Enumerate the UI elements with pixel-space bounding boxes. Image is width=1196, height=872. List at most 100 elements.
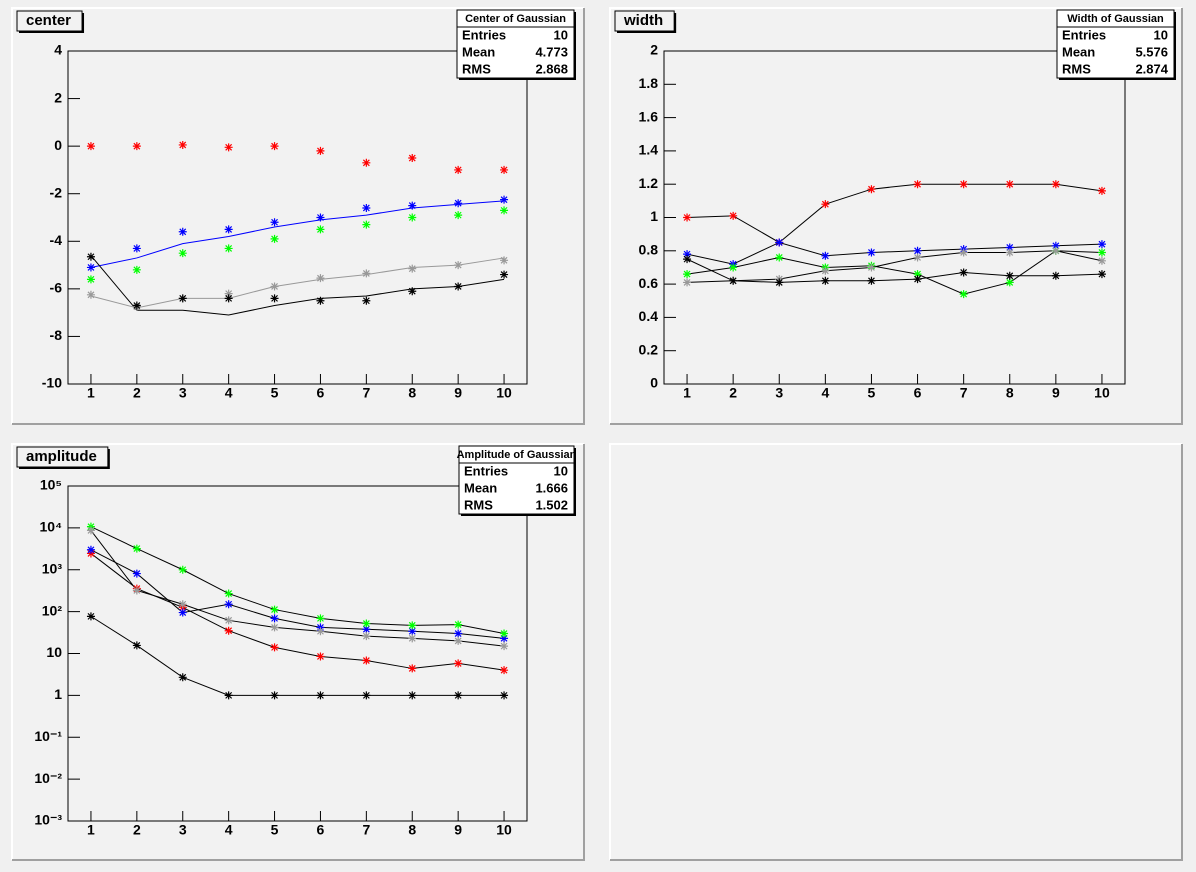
marker xyxy=(408,627,417,636)
marker xyxy=(500,629,509,638)
chart-title: width xyxy=(623,12,663,29)
marker xyxy=(362,158,371,167)
x-tick-label: 10 xyxy=(1094,385,1110,401)
pad-background xyxy=(610,444,1182,860)
series-line xyxy=(687,250,1103,283)
pad-border xyxy=(11,443,584,860)
marker xyxy=(500,165,509,174)
marker xyxy=(408,691,417,700)
marker xyxy=(500,270,509,279)
x-tick-label: 7 xyxy=(362,822,370,838)
marker xyxy=(178,140,187,149)
x-tick-label: 6 xyxy=(317,385,325,401)
marker xyxy=(270,234,279,243)
y-tick-label: 2 xyxy=(54,89,62,105)
marker xyxy=(454,620,463,629)
y-tick-label: -6 xyxy=(50,280,63,296)
x-tick-label: 6 xyxy=(914,385,922,401)
marker xyxy=(913,253,922,262)
y-tick-label: 0.2 xyxy=(639,341,659,357)
marker xyxy=(454,199,463,208)
marker xyxy=(454,261,463,270)
marker xyxy=(86,545,95,554)
y-tick-label: 1.2 xyxy=(639,175,659,191)
y-tick-label: 10² xyxy=(42,602,63,618)
x-tick-label: 7 xyxy=(960,385,968,401)
marker xyxy=(867,248,876,257)
x-tick-label: 9 xyxy=(1052,385,1060,401)
pad-border xyxy=(609,7,1182,424)
marker xyxy=(500,666,509,675)
x-tick-label: 2 xyxy=(133,385,141,401)
stats-value: 10 xyxy=(554,463,568,478)
marker xyxy=(821,251,830,260)
y-tick-label: 1 xyxy=(650,208,658,224)
chart: 0 0.2 0.4 0.6 0.8 1 1.2 1.4 1.6 1.8 2 1 2 3 4 5 6 7 8 9 10 wi… xyxy=(609,7,1183,425)
marker xyxy=(1051,246,1060,255)
marker xyxy=(316,225,325,234)
pad-border xyxy=(610,8,1183,425)
marker xyxy=(959,248,968,257)
marker xyxy=(362,296,371,305)
marker xyxy=(132,586,141,595)
marker xyxy=(959,268,968,277)
marker xyxy=(132,641,141,650)
stats-frame xyxy=(1056,9,1175,79)
marker xyxy=(270,282,279,291)
marker xyxy=(454,636,463,645)
plot-frame xyxy=(67,50,528,385)
x-tick-label: 3 xyxy=(179,822,187,838)
series-line xyxy=(686,241,1102,265)
marker xyxy=(913,180,922,189)
marker xyxy=(178,673,187,682)
marker xyxy=(408,621,417,630)
x-tick-label: 2 xyxy=(133,822,141,838)
marker xyxy=(867,185,876,194)
pad-border xyxy=(610,444,1183,861)
marker xyxy=(500,691,509,700)
series-line xyxy=(90,200,505,268)
y-tick-label: 1 xyxy=(54,686,62,702)
marker xyxy=(362,625,371,634)
marker xyxy=(270,605,279,614)
pad-border xyxy=(609,443,1182,860)
x-tick-label: 10 xyxy=(496,822,512,838)
marker xyxy=(408,664,417,673)
x-tick-label: 8 xyxy=(408,385,416,401)
stats-frame xyxy=(458,445,575,515)
marker xyxy=(224,691,233,700)
marker xyxy=(86,252,95,261)
stats-label: Entries xyxy=(1062,27,1106,42)
x-tick-label: 5 xyxy=(271,822,279,838)
series-line xyxy=(90,257,505,309)
x-tick-label: 4 xyxy=(821,385,829,401)
y-tick-label: 0 xyxy=(650,375,658,391)
series-line xyxy=(90,553,505,671)
series-line xyxy=(90,549,505,639)
marker xyxy=(270,643,279,652)
marker xyxy=(362,619,371,628)
pad-border xyxy=(12,444,585,861)
marker xyxy=(224,244,233,253)
series-line xyxy=(686,250,1102,295)
marker xyxy=(775,253,784,262)
stats-label: Entries xyxy=(462,27,506,42)
marker xyxy=(454,629,463,638)
marker xyxy=(1005,248,1014,257)
x-tick-label: 9 xyxy=(454,385,462,401)
x-tick-label: 8 xyxy=(1006,385,1014,401)
marker xyxy=(270,691,279,700)
stats-label: RMS xyxy=(1062,61,1091,76)
y-tick-label: 0 xyxy=(54,137,62,153)
marker xyxy=(683,250,692,259)
x-tick-label: 1 xyxy=(87,822,95,838)
marker xyxy=(270,614,279,623)
marker xyxy=(316,146,325,155)
series-line xyxy=(90,615,505,696)
y-tick-label: 10⁵ xyxy=(40,477,62,493)
x-tick-label: 3 xyxy=(179,385,187,401)
marker xyxy=(729,211,738,220)
x-tick-label: 7 xyxy=(362,385,370,401)
marker xyxy=(362,220,371,229)
y-tick-label: -4 xyxy=(50,232,63,248)
